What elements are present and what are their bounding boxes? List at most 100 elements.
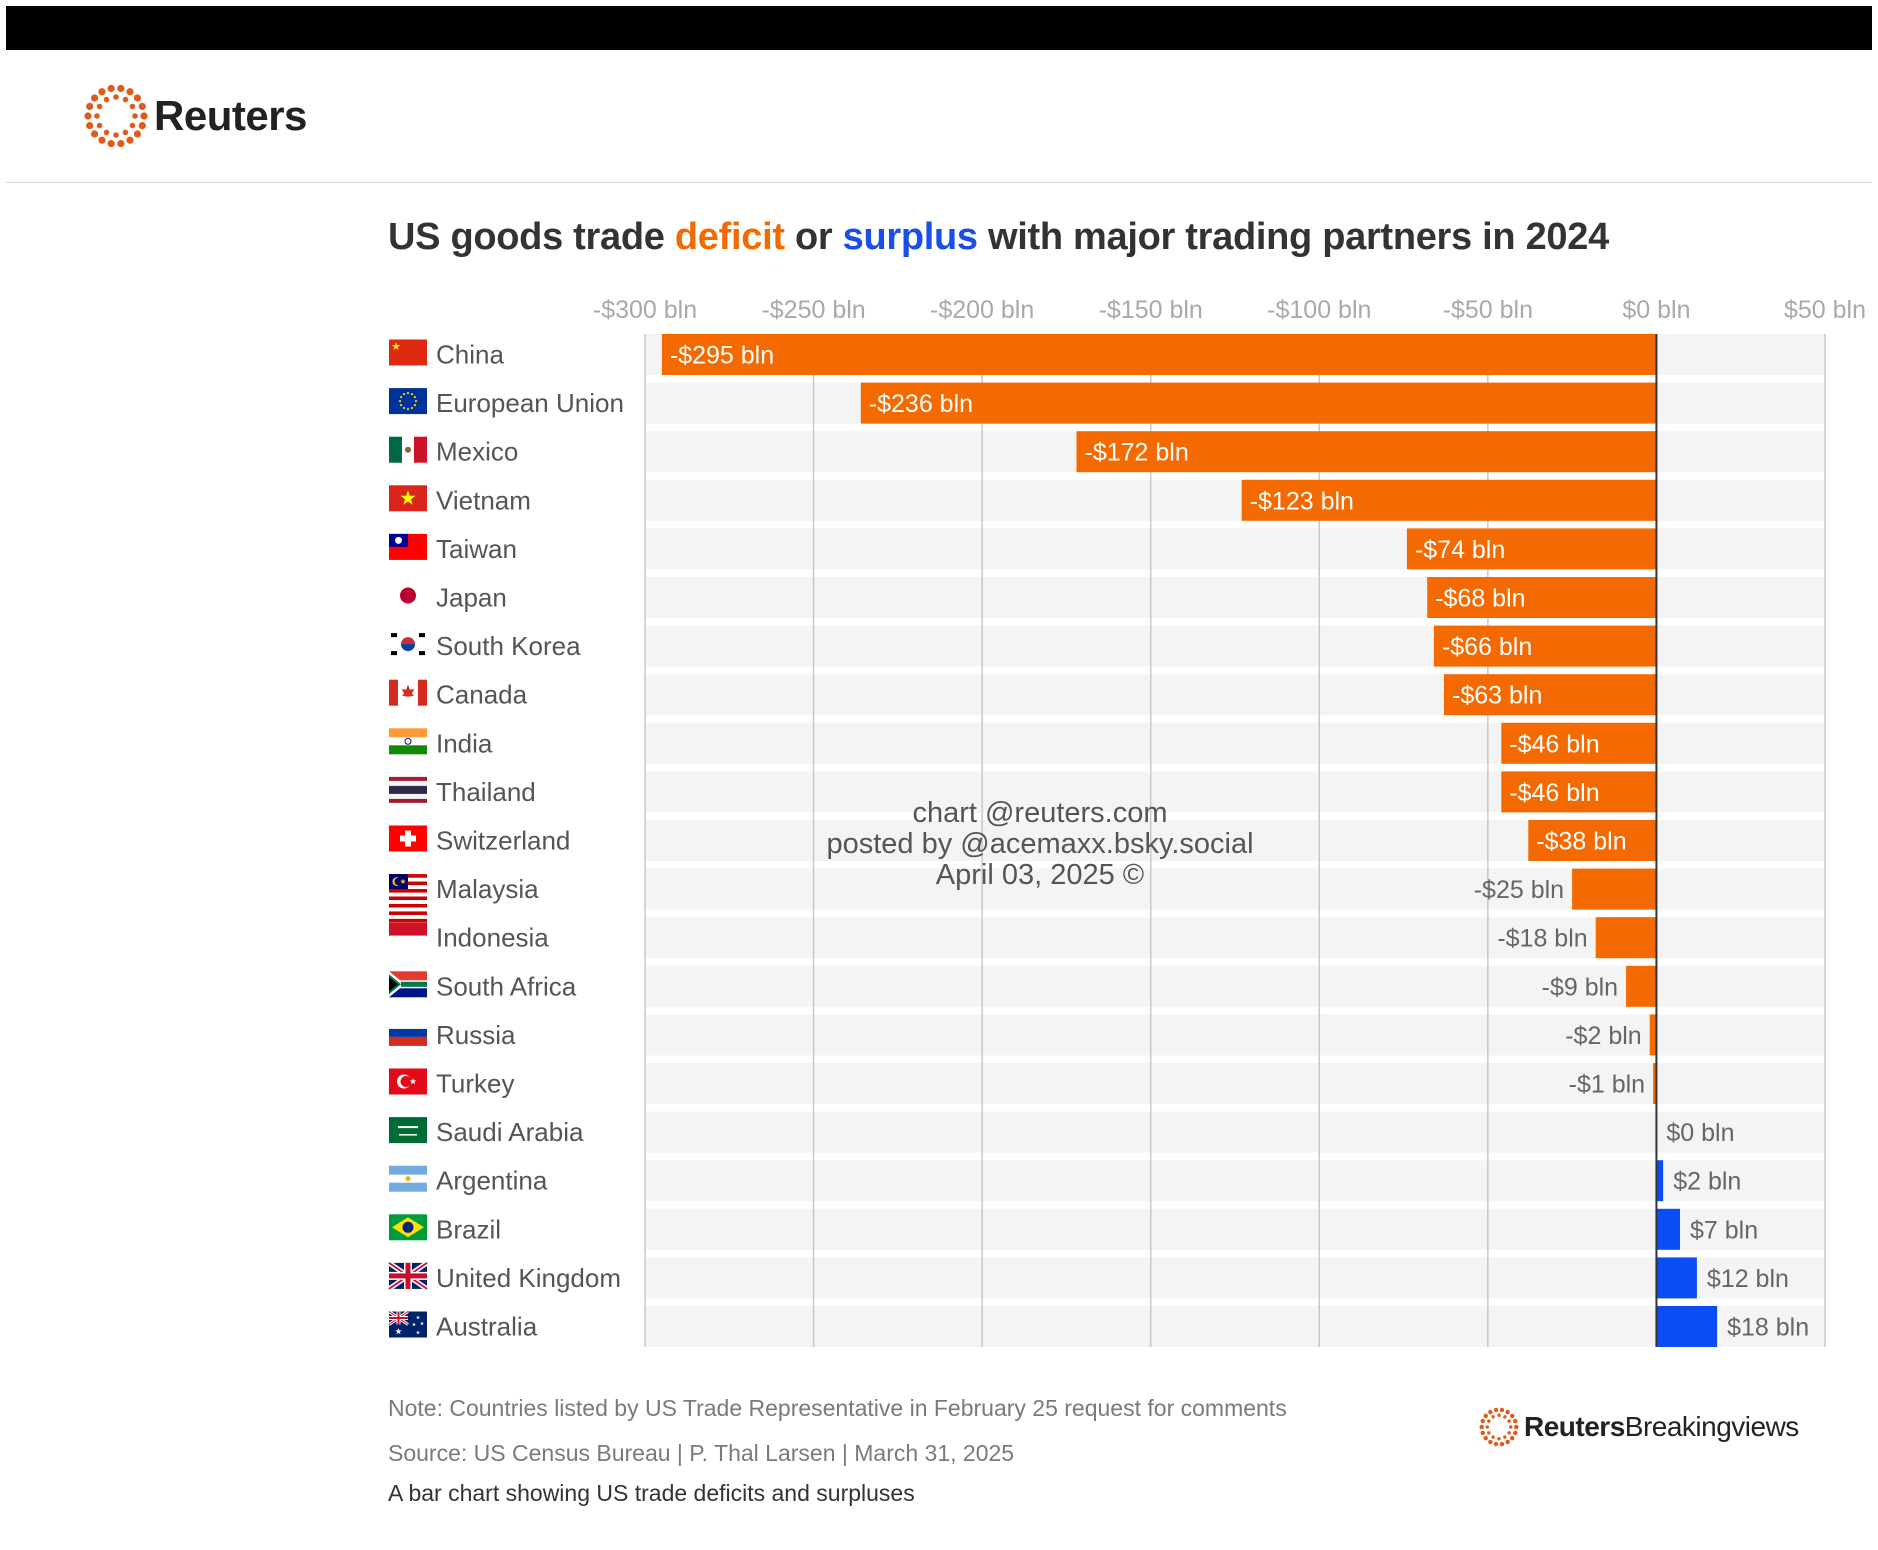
country-label: Australia bbox=[436, 1312, 538, 1342]
title-middle: or bbox=[784, 216, 843, 258]
logo-dot bbox=[113, 132, 119, 138]
logo-dot bbox=[132, 113, 138, 119]
row-band bbox=[645, 1160, 1825, 1202]
logo-dot bbox=[84, 112, 92, 120]
country-label: Canada bbox=[436, 680, 528, 710]
logo-dot bbox=[117, 84, 125, 93]
logo-dot bbox=[1491, 1435, 1495, 1439]
logo-dot bbox=[1507, 1431, 1511, 1435]
logo-dot bbox=[107, 139, 115, 148]
country-label: Saudi Arabia bbox=[436, 1117, 584, 1147]
logo-dot bbox=[1499, 1407, 1505, 1413]
value-label: -$9 bln bbox=[1542, 973, 1618, 1001]
logo-dot bbox=[1505, 1409, 1510, 1415]
bar-european-union bbox=[860, 382, 1657, 424]
south-korea-flag-icon bbox=[389, 631, 427, 658]
logo-dot bbox=[96, 103, 103, 110]
country-label: Vietnam bbox=[436, 485, 531, 515]
value-label: -$74 bln bbox=[1415, 536, 1505, 564]
bar-russia bbox=[1649, 1014, 1657, 1056]
value-label: $7 bln bbox=[1690, 1216, 1758, 1244]
bar-taiwan bbox=[1406, 528, 1657, 570]
chart-title: US goods trade deficit or surplus with m… bbox=[388, 216, 1609, 259]
row-band bbox=[645, 1257, 1825, 1299]
switzerland-flag-icon bbox=[389, 825, 427, 852]
logo-dot bbox=[1479, 1424, 1484, 1430]
logo-dot bbox=[86, 102, 94, 111]
country-label: Indonesia bbox=[436, 923, 549, 953]
reuters-breakingviews-logo[interactable]: Reuters Breakingviews bbox=[1478, 1406, 1799, 1448]
bar-brazil bbox=[1656, 1208, 1680, 1250]
country-label: India bbox=[436, 728, 493, 758]
x-tick-label: -$150 bln bbox=[1099, 296, 1203, 324]
bar-united-kingdom bbox=[1656, 1257, 1697, 1299]
top-black-bar bbox=[6, 6, 1872, 50]
bar-india bbox=[1501, 722, 1657, 764]
x-tick-label: $50 bln bbox=[1784, 296, 1866, 324]
bar-argentina bbox=[1656, 1160, 1664, 1202]
logo-dot bbox=[94, 113, 100, 119]
logo-dot bbox=[138, 102, 146, 111]
value-label: -$38 bln bbox=[1536, 828, 1626, 856]
country-label: South Korea bbox=[436, 631, 581, 661]
value-label: -$2 bln bbox=[1565, 1022, 1641, 1050]
logo-dot bbox=[103, 96, 110, 103]
value-label: -$1 bln bbox=[1569, 1071, 1645, 1099]
logo-dot bbox=[1505, 1439, 1510, 1445]
country-label: China bbox=[436, 340, 504, 370]
malaysia-flag-icon bbox=[389, 874, 427, 927]
value-label: -$46 bln bbox=[1509, 779, 1599, 807]
logo-dot bbox=[129, 103, 136, 110]
logo-dot bbox=[1513, 1430, 1518, 1436]
row-band bbox=[645, 1306, 1825, 1347]
logo-dot bbox=[1499, 1441, 1505, 1447]
logo-dot bbox=[126, 136, 134, 144]
logo-dot bbox=[1483, 1413, 1488, 1419]
bar-south-korea bbox=[1433, 625, 1657, 667]
argentina-flag-icon bbox=[389, 1165, 427, 1192]
row-band bbox=[645, 1014, 1825, 1056]
bar-japan bbox=[1427, 577, 1657, 618]
value-label: -$172 bln bbox=[1085, 439, 1189, 467]
logo-dot bbox=[140, 112, 148, 120]
bar-indonesia bbox=[1595, 917, 1657, 959]
logo-dot bbox=[103, 129, 110, 136]
country-label: Taiwan bbox=[436, 534, 517, 564]
title-surplus-word: surplus bbox=[842, 216, 978, 258]
reuters-wordmark: Reuters bbox=[154, 92, 307, 139]
logo-dot bbox=[133, 94, 142, 102]
watermark-line-2: posted by @acemaxx.bsky.social bbox=[826, 828, 1254, 860]
row-band bbox=[645, 1063, 1825, 1104]
logo-dot bbox=[1483, 1435, 1488, 1441]
china-flag-icon bbox=[389, 339, 427, 366]
logo-dot bbox=[1497, 1413, 1501, 1417]
logo-dot bbox=[122, 129, 129, 136]
australia-flag-icon bbox=[388, 1310, 427, 1338]
saudi-arabia-flag-icon bbox=[389, 1117, 427, 1144]
country-label: South Africa bbox=[436, 971, 577, 1001]
logo-dot bbox=[1503, 1415, 1507, 1419]
watermark-line-1: chart @reuters.com bbox=[912, 797, 1168, 829]
value-label: $0 bln bbox=[1666, 1119, 1734, 1147]
title-prefix: US goods trade bbox=[388, 216, 675, 258]
logo-dot bbox=[90, 130, 99, 138]
x-tick-label: $0 bln bbox=[1622, 296, 1690, 324]
logo-dot bbox=[1487, 1419, 1491, 1423]
title-suffix: with major trading partners in 2024 bbox=[977, 216, 1609, 258]
logo-dot bbox=[1493, 1441, 1499, 1447]
watermark: chart @reuters.com posted by @acemaxx.bs… bbox=[770, 798, 1310, 891]
country-label: Japan bbox=[436, 583, 507, 613]
value-label: $2 bln bbox=[1673, 1168, 1741, 1196]
logo-dot bbox=[1488, 1409, 1493, 1415]
bar-australia bbox=[1656, 1306, 1718, 1347]
eu-flag-icon bbox=[389, 388, 427, 415]
bar-vietnam bbox=[1241, 479, 1657, 521]
chart-caption: A bar chart showing US trade deficits an… bbox=[388, 1480, 915, 1506]
logo-dot bbox=[138, 121, 146, 130]
logo-dot bbox=[1509, 1425, 1513, 1429]
bar-turkey bbox=[1653, 1063, 1657, 1104]
logo-dot bbox=[1491, 1415, 1495, 1419]
reuters-logo[interactable]: Reuters bbox=[82, 82, 307, 150]
logo-dot bbox=[1514, 1424, 1519, 1430]
